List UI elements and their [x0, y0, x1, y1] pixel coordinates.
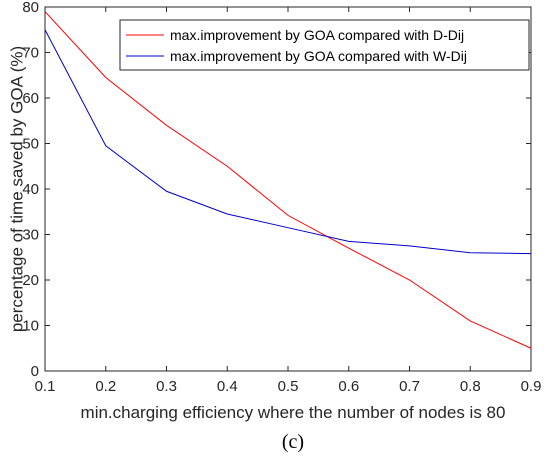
x-tick-label: 0.8	[460, 378, 481, 395]
x-tick-label: 0.3	[156, 378, 177, 395]
legend-label-1: max.improvement by GOA compared with D-D…	[170, 27, 464, 43]
x-tick-label: 0.5	[278, 378, 299, 395]
y-tick-label: 10	[22, 318, 39, 335]
y-tick-label: 30	[22, 227, 39, 244]
series-line-2	[44, 29, 532, 255]
y-tick-label: 20	[22, 272, 39, 289]
x-tick-label: 0.6	[338, 378, 359, 395]
y-axis-ticks: 0 10 20 30 40 50 60 70 80	[22, 0, 531, 380]
legend-box	[119, 19, 530, 71]
y-tick-label: 40	[22, 181, 39, 198]
x-tick-label: 0.2	[95, 378, 116, 395]
y-tick-label: 80	[22, 0, 39, 16]
legend-entries: max.improvement by GOA compared with D-D…	[126, 27, 467, 64]
series-line-1	[44, 11, 532, 349]
x-tick-label: 0.7	[399, 378, 420, 395]
y-tick-label: 0	[31, 363, 39, 380]
y-tick-label: 60	[22, 90, 39, 107]
y-tick-label: 50	[22, 136, 39, 153]
x-tick-label: 0.4	[217, 378, 238, 395]
legend-label-2: max.improvement by GOA compared with W-D…	[170, 48, 467, 64]
series-layer	[44, 11, 532, 349]
legend: max.improvement by GOA compared with D-D…	[119, 19, 530, 71]
x-axis-ticks: 0.1 0.2 0.3 0.4 0.5 0.6 0.7 0.8 0.9	[35, 7, 542, 395]
y-tick-label: 70	[22, 45, 39, 62]
x-tick-label: 0.9	[521, 378, 542, 395]
x-axis-title: min.charging efficiency where the number…	[81, 403, 506, 422]
x-tick-label: 0.1	[35, 378, 56, 395]
figure-caption: (c)	[282, 431, 304, 453]
y-axis-title: percentage of time saved by GOA (%)	[7, 46, 26, 332]
